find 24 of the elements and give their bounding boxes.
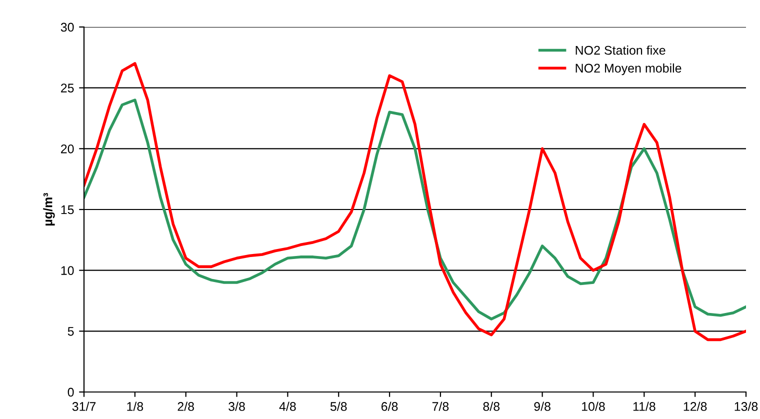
x-tick-label: 7/8 bbox=[432, 402, 449, 411]
legend-label: NO2 Station fixe bbox=[576, 46, 666, 55]
y-tick-label: 10 bbox=[61, 266, 74, 275]
legend-label: NO2 Moyen mobile bbox=[576, 63, 682, 76]
x-tick-label: 13/8 bbox=[734, 402, 758, 411]
x-tick-label: 5/8 bbox=[330, 402, 347, 411]
y-tick-label: 0 bbox=[68, 388, 74, 397]
y-tick-label: 15 bbox=[61, 205, 74, 214]
x-tick-label: 12/8 bbox=[684, 402, 707, 411]
y-axis-title: µg/m³ bbox=[43, 192, 55, 226]
x-tick-label: 4/8 bbox=[279, 402, 296, 411]
x-tick-label: 8/8 bbox=[483, 402, 500, 411]
y-tick-label: 30 bbox=[60, 22, 74, 32]
x-tick-label: 31/7 bbox=[72, 402, 96, 411]
x-tick-label: 10/8 bbox=[582, 402, 605, 411]
x-tick-label: 9/8 bbox=[534, 402, 550, 411]
x-tick-label: 3/8 bbox=[228, 402, 245, 411]
y-tick-label: 20 bbox=[61, 144, 74, 154]
y-tick-label: 5 bbox=[68, 327, 74, 336]
x-tick-label: 11/8 bbox=[633, 402, 656, 411]
y-tick-label: 25 bbox=[61, 84, 74, 92]
x-tick-label: 6/8 bbox=[381, 402, 398, 411]
x-tick-label: 1/8 bbox=[127, 402, 144, 411]
x-tick-label: 2/8 bbox=[178, 402, 194, 411]
